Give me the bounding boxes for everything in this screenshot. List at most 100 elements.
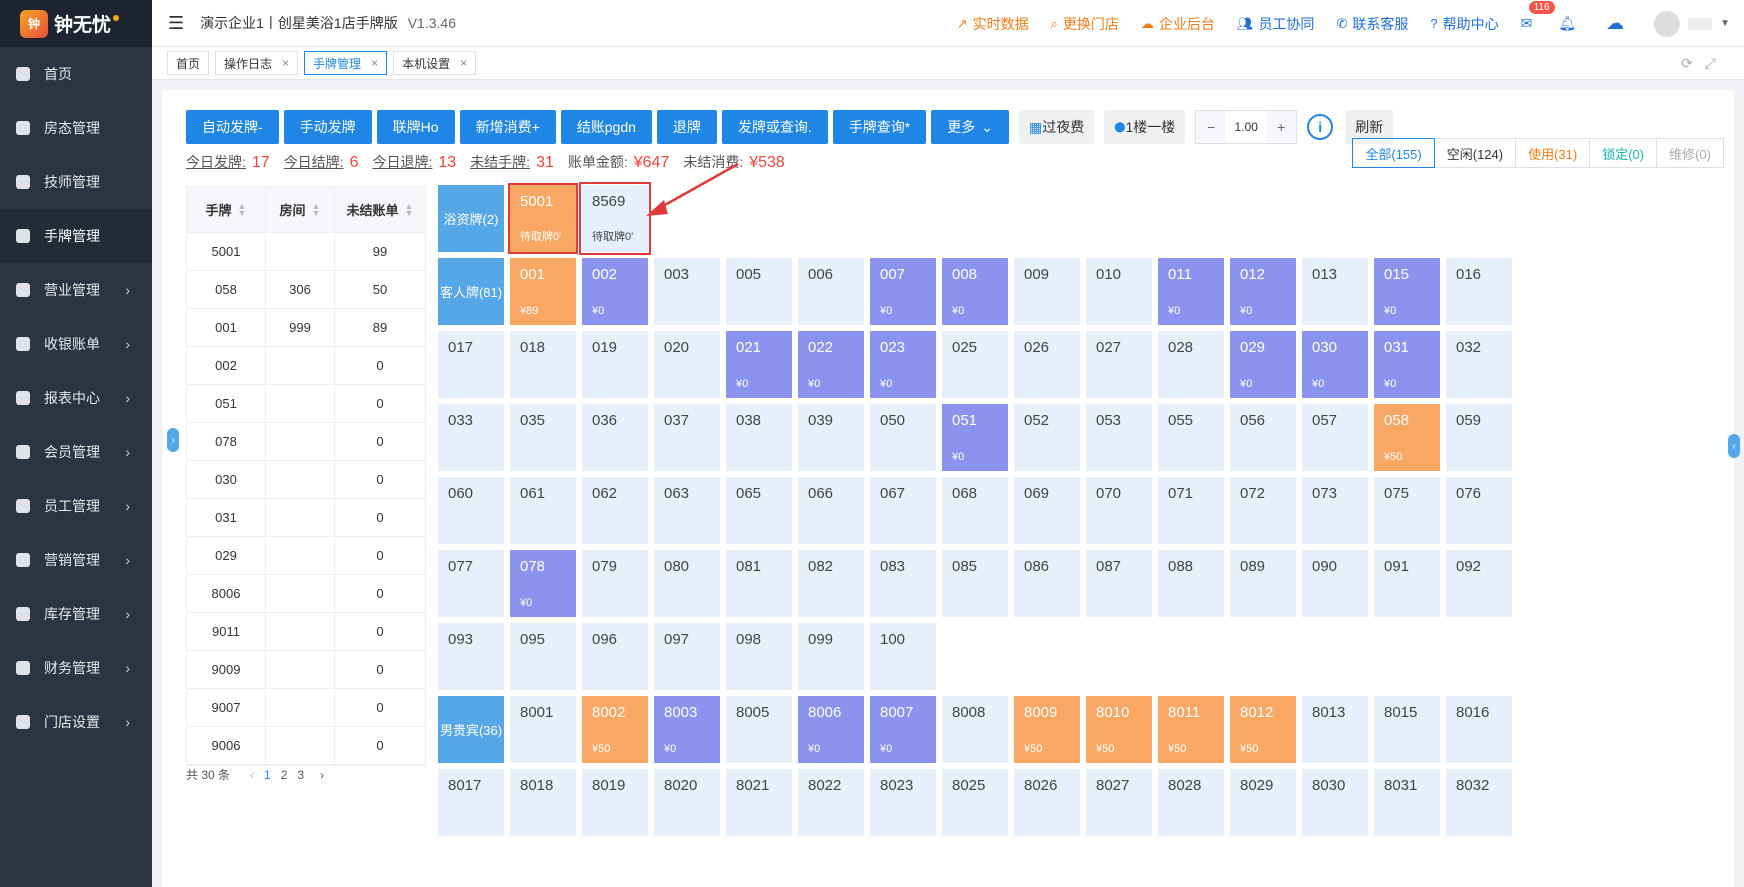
hand-card[interactable]: 061 (510, 477, 576, 544)
toolbar-button[interactable]: 结账pgdn (560, 110, 652, 144)
sidebar-item[interactable]: 营业管理 › (0, 263, 152, 317)
hand-card[interactable]: 067 (870, 477, 936, 544)
hand-card[interactable]: 030 ¥0 (1302, 331, 1368, 398)
toolbar-button[interactable]: 手牌查询* (832, 110, 927, 144)
mail-button[interactable]: ✉ 116 (1521, 1, 1555, 32)
status-filter[interactable]: 空闲(124) (1433, 138, 1517, 168)
hand-card[interactable]: 072 (1230, 477, 1296, 544)
toolbar-button[interactable]: 自动发牌- (186, 110, 279, 144)
hand-card[interactable]: 8006 ¥0 (798, 696, 864, 763)
hand-card[interactable]: 055 (1158, 404, 1224, 471)
hand-card[interactable]: 011 ¥0 (1158, 258, 1224, 325)
logo[interactable]: 钟 钟无忧 (0, 0, 152, 47)
hand-card[interactable]: 8020 (654, 769, 720, 836)
hand-card[interactable]: 015 ¥0 (1374, 258, 1440, 325)
hand-card[interactable]: 091 (1374, 550, 1440, 617)
hand-card[interactable]: 023 ¥0 (870, 331, 936, 398)
toolbar-button[interactable]: 联牌Ho (376, 110, 455, 144)
tab[interactable]: 操作日志 × (215, 51, 299, 75)
hand-card[interactable]: 065 (726, 477, 792, 544)
category-label[interactable]: 男贵宾(36) (438, 696, 504, 763)
menu-toggle-icon[interactable]: ☰ (168, 12, 185, 33)
pager-page[interactable]: 2 (280, 767, 288, 782)
right-panel-toggle-icon[interactable]: ‹ (1728, 434, 1740, 458)
hand-card[interactable]: 033 (438, 404, 504, 471)
close-icon[interactable]: × (371, 56, 379, 70)
hand-card[interactable]: 001 ¥89 (510, 258, 576, 325)
hand-card[interactable]: 003 (654, 258, 720, 325)
table-row[interactable]: 9006 0 (187, 727, 425, 765)
tab[interactable]: 首页 (167, 51, 210, 75)
hand-card[interactable]: 058 ¥50 (1374, 404, 1440, 471)
hand-card[interactable]: 012 ¥0 (1230, 258, 1296, 325)
hand-card[interactable]: 8010 ¥50 (1086, 696, 1152, 763)
header-link[interactable]: 👥︎ 员工协同 (1237, 14, 1315, 34)
hand-card[interactable]: 079 (582, 550, 648, 617)
hand-card[interactable]: 8031 (1374, 769, 1440, 836)
hand-card[interactable]: 031 ¥0 (1374, 331, 1440, 398)
hand-card[interactable]: 056 (1230, 404, 1296, 471)
overnight-fee-button[interactable]: ▦ 过夜费 (1019, 110, 1095, 144)
category-label[interactable]: 浴资牌(2) (438, 185, 504, 252)
table-row[interactable]: 9011 0 (187, 613, 425, 651)
hand-card[interactable]: 086 (1014, 550, 1080, 617)
hand-card[interactable]: 050 (870, 404, 936, 471)
hand-card[interactable]: 8005 (726, 696, 792, 763)
table-row[interactable]: 029 0 (187, 537, 425, 575)
step-value[interactable]: 1.00 (1234, 120, 1258, 134)
table-row[interactable]: 9009 0 (187, 651, 425, 689)
hand-card[interactable]: 8029 (1230, 769, 1296, 836)
hand-card[interactable]: 018 (510, 331, 576, 398)
hand-card[interactable]: 066 (798, 477, 864, 544)
close-icon[interactable]: × (460, 56, 468, 70)
hand-card[interactable]: 010 (1086, 258, 1152, 325)
hand-card[interactable]: 037 (654, 404, 720, 471)
hand-card[interactable]: 051 ¥0 (942, 404, 1008, 471)
hand-card[interactable]: 028 (1158, 331, 1224, 398)
hand-card[interactable]: 099 (798, 623, 864, 690)
pager-page[interactable]: 3 (297, 767, 305, 782)
sidebar-item[interactable]: 房态管理 (0, 101, 152, 155)
hand-card[interactable]: 005 (726, 258, 792, 325)
hand-card[interactable]: 8009 ¥50 (1014, 696, 1080, 763)
sidebar-item[interactable]: 会员管理 › (0, 425, 152, 479)
info-icon[interactable]: i (1307, 114, 1334, 140)
category-label[interactable]: 客人牌(81) (438, 258, 504, 325)
hand-card[interactable]: 8012 ¥50 (1230, 696, 1296, 763)
bell-icon[interactable]: 🔔︎ (1558, 15, 1577, 31)
hand-card[interactable]: 057 (1302, 404, 1368, 471)
table-row[interactable]: 031 0 (187, 499, 425, 537)
hand-card[interactable]: 068 (942, 477, 1008, 544)
hand-card[interactable]: 093 (438, 623, 504, 690)
hand-card[interactable]: 8025 (942, 769, 1008, 836)
hand-card[interactable]: 026 (1014, 331, 1080, 398)
header-link[interactable]: ↗ 实时数据 (957, 14, 1029, 34)
hand-card[interactable]: 017 (438, 331, 504, 398)
hand-card[interactable]: 081 (726, 550, 792, 617)
header-link[interactable]: ? 帮助中心 (1430, 14, 1498, 34)
sort-icon[interactable]: ▲ ▼ (237, 200, 247, 218)
hand-card[interactable]: 8002 ¥50 (582, 696, 648, 763)
hand-card[interactable]: 075 (1374, 477, 1440, 544)
table-row[interactable]: 8006 0 (187, 575, 425, 613)
hand-card[interactable]: 022 ¥0 (798, 331, 864, 398)
sidebar-item[interactable]: 财务管理 › (0, 641, 152, 695)
hand-card[interactable]: 021 ¥0 (726, 331, 792, 398)
user-avatar[interactable]: ▼ (1654, 10, 1730, 37)
hand-card[interactable]: 002 ¥0 (582, 258, 648, 325)
hand-card[interactable]: 035 (510, 404, 576, 471)
table-row[interactable]: 9007 0 (187, 689, 425, 727)
hand-card[interactable]: 038 (726, 404, 792, 471)
hand-card[interactable]: 8021 (726, 769, 792, 836)
hand-card[interactable]: 8001 (510, 696, 576, 763)
hand-card[interactable]: 100 (870, 623, 936, 690)
hand-card[interactable]: 016 (1446, 258, 1512, 325)
hand-card[interactable]: 020 (654, 331, 720, 398)
hand-card[interactable]: 069 (1014, 477, 1080, 544)
hand-card[interactable]: 025 (942, 331, 1008, 398)
hand-card[interactable]: 8018 (510, 769, 576, 836)
hand-card[interactable]: 036 (582, 404, 648, 471)
hand-card[interactable]: 008 ¥0 (942, 258, 1008, 325)
sidebar-item[interactable]: 收银账单 › (0, 317, 152, 371)
sort-icon[interactable]: ▲ ▼ (404, 200, 414, 218)
